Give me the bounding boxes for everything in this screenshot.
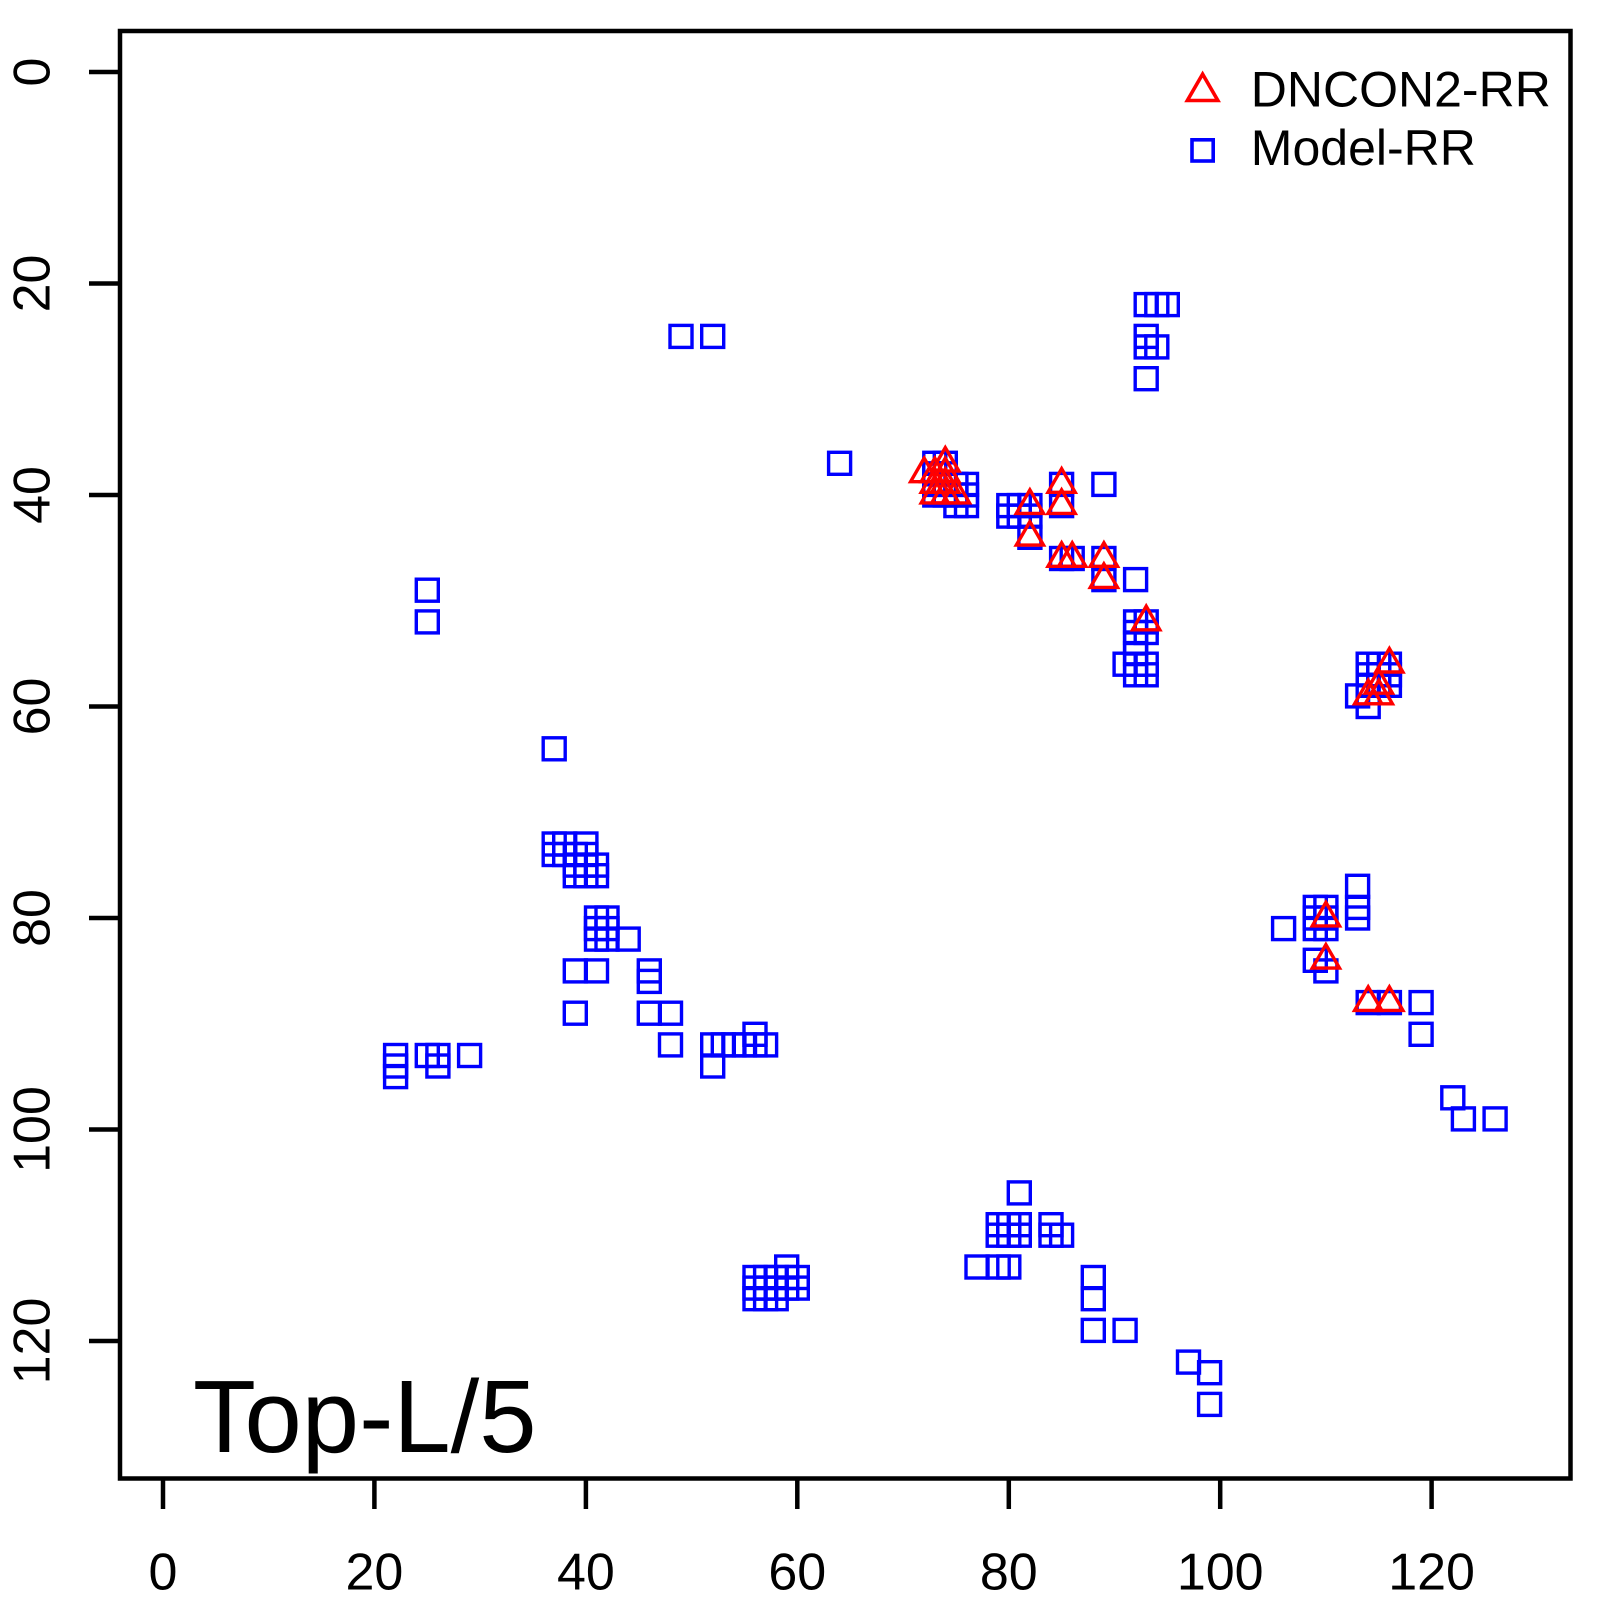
svg-text:Top-L/5: Top-L/5 [193, 1359, 537, 1474]
svg-text:100: 100 [1177, 1544, 1264, 1600]
svg-text:120: 120 [1388, 1544, 1475, 1600]
svg-text:100: 100 [4, 1086, 62, 1173]
svg-text:40: 40 [557, 1544, 615, 1600]
svg-text:80: 80 [980, 1544, 1038, 1600]
svg-text:60: 60 [768, 1544, 826, 1600]
svg-text:20: 20 [4, 255, 62, 313]
svg-text:0: 0 [149, 1544, 178, 1600]
svg-text:0: 0 [4, 58, 62, 87]
svg-text:20: 20 [345, 1544, 403, 1600]
svg-text:Model-RR: Model-RR [1251, 120, 1476, 176]
svg-text:80: 80 [4, 889, 62, 947]
svg-text:120: 120 [4, 1298, 62, 1385]
svg-text:60: 60 [4, 678, 62, 736]
svg-text:DNCON2-RR: DNCON2-RR [1251, 61, 1551, 117]
svg-text:40: 40 [4, 466, 62, 524]
